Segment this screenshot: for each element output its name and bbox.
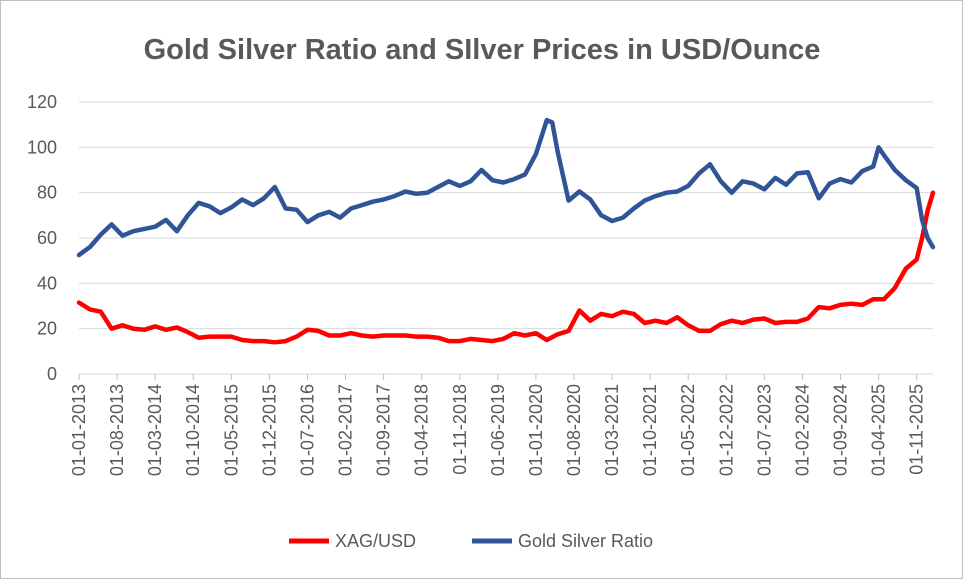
- y-tick-label: 120: [27, 92, 57, 112]
- y-tick-label: 20: [37, 319, 57, 339]
- x-tick-label: 01-05-2022: [678, 384, 698, 476]
- x-tick-label: 01-08-2020: [564, 384, 584, 476]
- x-tick-label: 01-02-2017: [336, 384, 356, 476]
- x-tick-label: 01-01-2020: [526, 384, 546, 476]
- x-tick-label: 01-04-2025: [869, 384, 889, 476]
- x-tick-label: 01-06-2019: [488, 384, 508, 476]
- plot-series: [76, 117, 936, 345]
- y-tick-label: 80: [37, 183, 57, 203]
- x-axis-ticks: 01-01-2013 01-08-2013 01-03-2014 01-10-2014…: [69, 374, 927, 476]
- x-tick-label: 01-07-2016: [297, 384, 317, 476]
- x-tick-label: 01-03-2021: [602, 384, 622, 476]
- x-tick-label: 01-12-2022: [716, 384, 736, 476]
- x-tick-label: 01-12-2015: [259, 384, 279, 476]
- legend-label-xag-usd: XAG/USD: [335, 531, 416, 551]
- y-tick-label: 100: [27, 137, 57, 157]
- legend: XAG/USD Gold Silver Ratio: [289, 531, 653, 551]
- x-tick-label: 01-03-2014: [145, 384, 165, 476]
- chart-title: Gold Silver Ratio and SIlver Prices in U…: [144, 34, 821, 66]
- x-tick-label: 01-09-2024: [831, 384, 851, 476]
- x-tick-label: 01-09-2017: [374, 384, 394, 476]
- gridlines: [79, 101, 933, 375]
- series-line-xag-usd: [76, 190, 936, 345]
- y-tick-label: 40: [37, 273, 57, 293]
- x-tick-label: 01-05-2015: [221, 384, 241, 476]
- x-tick-label: 01-10-2021: [640, 384, 660, 476]
- legend-label-gold-silver-ratio: Gold Silver Ratio: [518, 531, 653, 551]
- y-axis-ticks: 0 20 40 60 80 100 120: [27, 92, 57, 384]
- x-tick-label: 01-02-2024: [792, 384, 812, 476]
- x-tick-label: 01-04-2018: [412, 384, 432, 476]
- x-tick-label: 01-08-2013: [107, 384, 127, 476]
- x-tick-label: 01-11-2018: [450, 384, 470, 475]
- x-tick-label: 01-07-2023: [754, 384, 774, 476]
- x-tick-label: 01-11-2025: [907, 384, 927, 475]
- y-tick-label: 60: [37, 228, 57, 248]
- series-line-gold-silver-ratio: [76, 117, 936, 258]
- y-tick-label: 0: [47, 364, 57, 384]
- x-tick-label: 01-10-2014: [183, 384, 203, 476]
- x-tick-label: 01-01-2013: [69, 384, 89, 476]
